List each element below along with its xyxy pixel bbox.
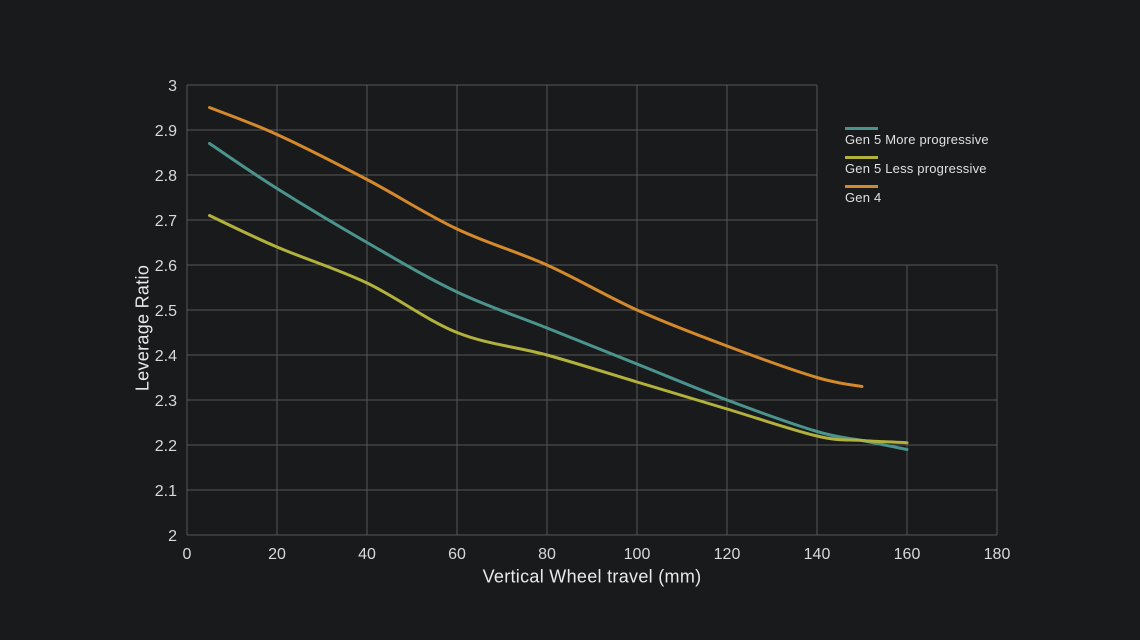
legend-item-gen4: Gen 4: [845, 185, 989, 205]
x-tick-label: 0: [183, 546, 192, 563]
x-tick-label: 180: [984, 546, 1011, 563]
x-tick-label: 40: [358, 546, 376, 563]
axis-tick-labels: 0 20 40 60 80 100 120 140 160 180 2 2.1 2.2 2.3 2.4 2.5…: [155, 78, 1011, 563]
legend-label: Gen 5 Less progressive: [845, 161, 987, 176]
series-line-gen-5-less-progressive: [208, 214, 909, 445]
legend-item-gen5-less-progressive: Gen 5 Less progressive: [845, 156, 989, 176]
legend-swatch-yellow: [845, 156, 878, 159]
x-tick-label: 20: [268, 546, 286, 563]
legend-label: Gen 4: [845, 190, 882, 205]
x-axis-title: Vertical Wheel travel (mm): [482, 566, 702, 587]
y-tick-label: 2.2: [155, 438, 177, 455]
chart-legend: Gen 5 More progressive Gen 5 Less progre…: [845, 127, 989, 214]
y-tick-label: 2.6: [155, 258, 177, 275]
y-tick-label: 2.7: [155, 213, 177, 230]
y-tick-label: 2.1: [155, 483, 177, 500]
grid-lines: [186, 84, 998, 536]
y-axis-title: Leverage Ratio: [132, 264, 153, 392]
y-tick-label: 2.3: [155, 393, 177, 410]
x-tick-label: 140: [804, 546, 831, 563]
series-lines: [208, 106, 909, 451]
y-tick-label: 2.8: [155, 168, 177, 185]
legend-label: Gen 5 More progressive: [845, 132, 989, 147]
x-tick-label: 60: [448, 546, 466, 563]
legend-item-gen5-more-progressive: Gen 5 More progressive: [845, 127, 989, 147]
y-tick-label: 2: [168, 528, 177, 545]
y-tick-label: 3: [168, 78, 177, 95]
x-tick-label: 120: [714, 546, 741, 563]
y-tick-label: 2.5: [155, 303, 177, 320]
x-tick-label: 80: [538, 546, 556, 563]
x-tick-label: 160: [894, 546, 921, 563]
y-tick-label: 2.4: [155, 348, 177, 365]
legend-swatch-orange: [845, 185, 878, 188]
x-tick-label: 100: [624, 546, 651, 563]
y-tick-label: 2.9: [155, 123, 177, 140]
series-line-gen-4: [208, 106, 864, 388]
series-line-gen-5-more-progressive: [208, 142, 909, 451]
legend-swatch-teal: [845, 127, 878, 130]
